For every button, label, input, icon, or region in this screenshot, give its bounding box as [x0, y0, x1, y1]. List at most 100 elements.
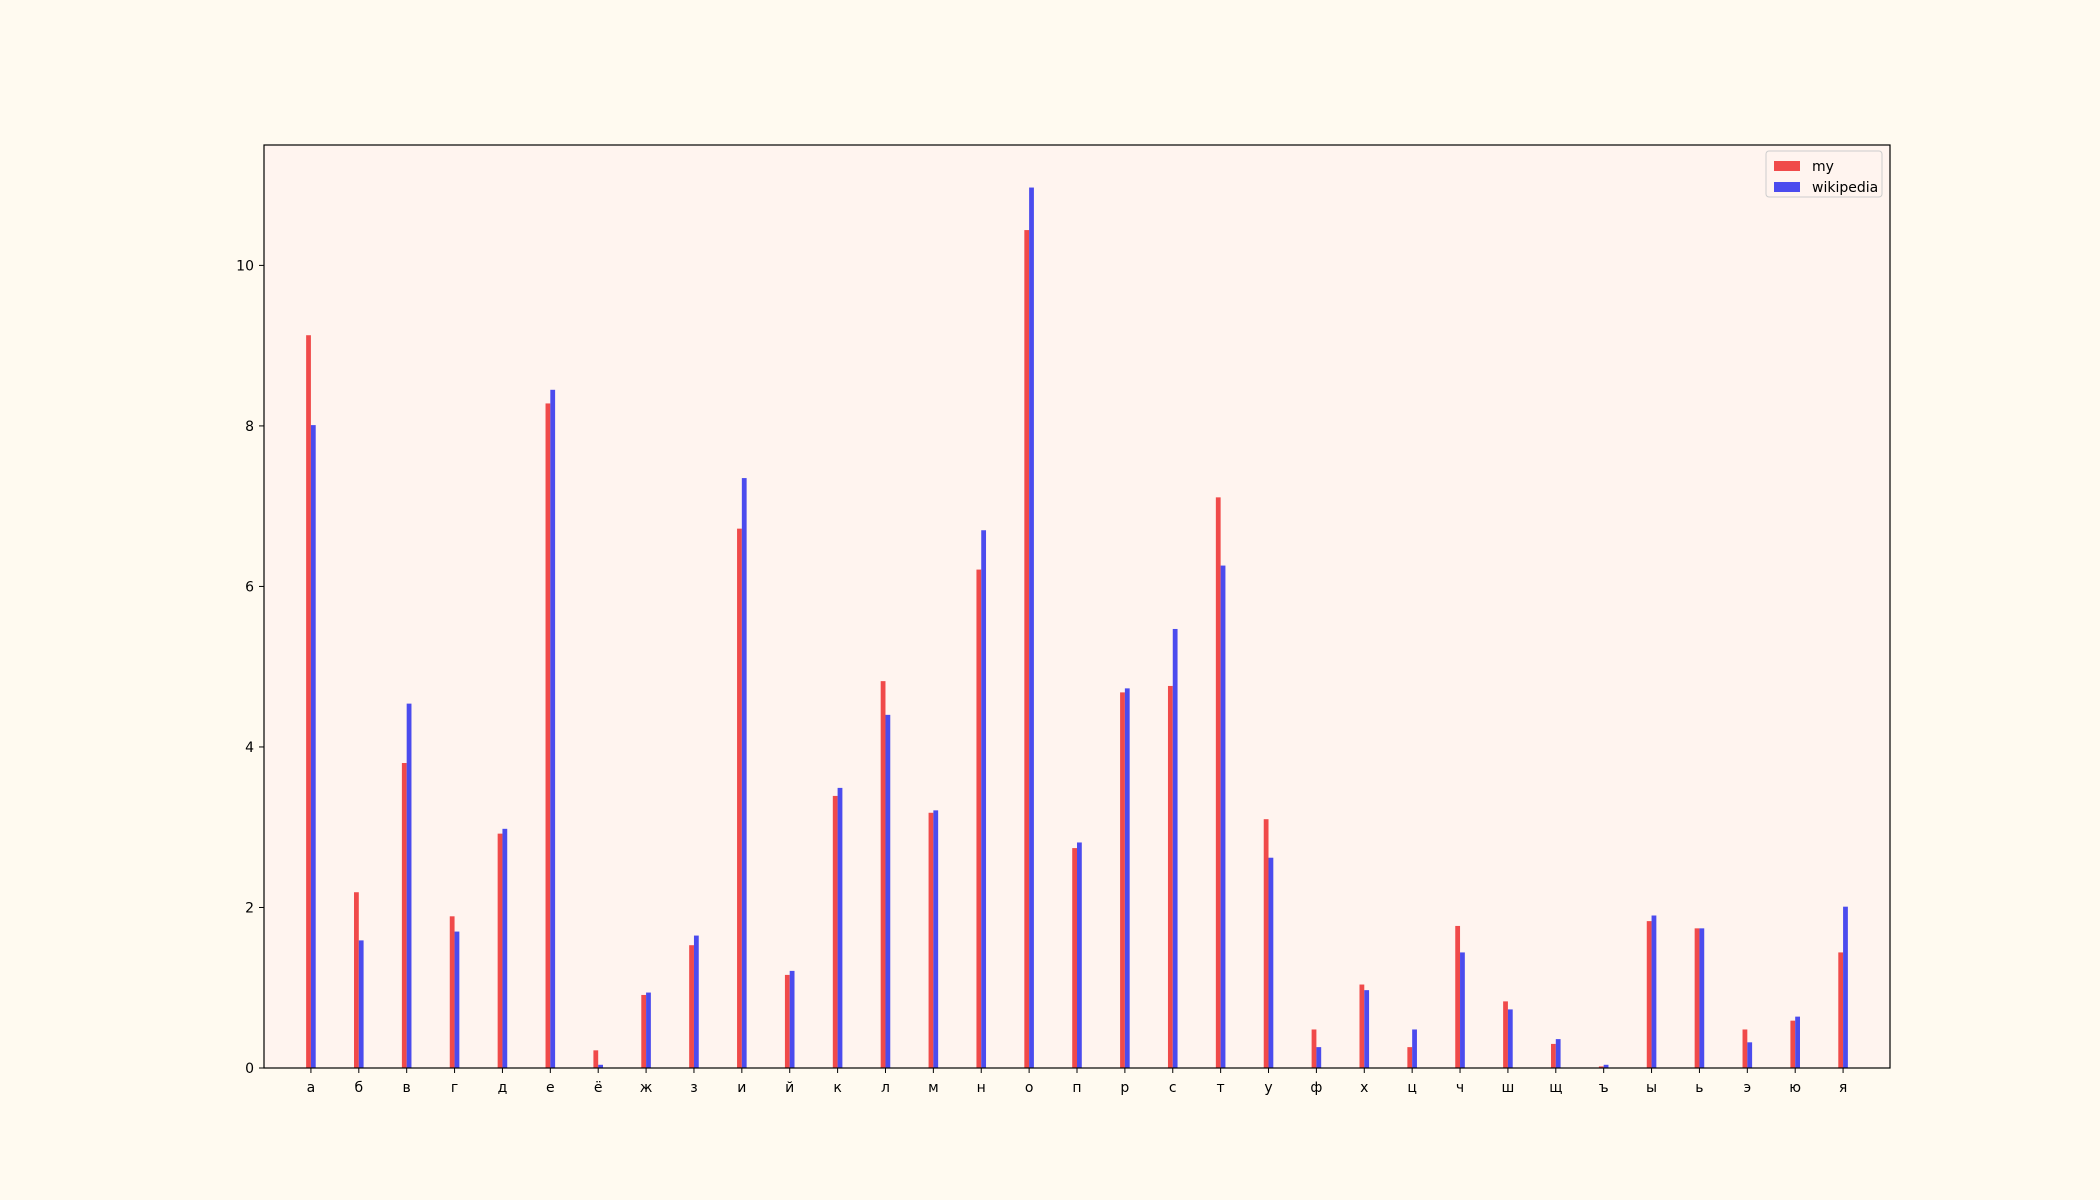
x-tick-label: ф	[1310, 1080, 1322, 1096]
bar-my-щ	[1551, 1043, 1556, 1068]
x-tick-label: о	[1025, 1080, 1034, 1096]
bar-wikipedia-д	[502, 828, 508, 1068]
bars-group	[306, 187, 1848, 1069]
bar-my-з	[689, 945, 694, 1068]
x-tick-label: в	[403, 1080, 411, 1096]
legend-label-my: my	[1812, 159, 1834, 175]
bar-wikipedia-к	[837, 787, 843, 1068]
bar-wikipedia-г	[454, 931, 460, 1068]
x-tick-label: м	[928, 1080, 939, 1096]
x-tick-label: ю	[1789, 1080, 1801, 1096]
bar-my-ё	[593, 1050, 599, 1068]
x-tick-label: д	[498, 1080, 508, 1096]
bar-my-л	[880, 681, 886, 1068]
bar-my-т	[1215, 497, 1221, 1069]
bar-my-м	[928, 812, 934, 1068]
bar-my-н	[976, 569, 982, 1068]
x-tick-label: ё	[594, 1080, 603, 1096]
x-tick-label: р	[1120, 1080, 1129, 1096]
bar-my-д	[497, 833, 503, 1068]
x-tick-label: й	[785, 1080, 794, 1096]
bar-wikipedia-о	[1029, 187, 1034, 1069]
bar-wikipedia-л	[885, 714, 891, 1068]
x-tick-label: с	[1169, 1080, 1177, 1096]
bar-wikipedia-н	[981, 530, 987, 1068]
bar-wikipedia-у	[1268, 857, 1274, 1068]
x-tick-label: п	[1072, 1080, 1081, 1096]
bar-my-ч	[1455, 925, 1461, 1068]
bar-wikipedia-щ	[1555, 1039, 1561, 1068]
bar-my-к	[832, 795, 838, 1068]
bar-my-ш	[1503, 1001, 1508, 1068]
x-tick-label: ы	[1646, 1080, 1657, 1096]
bar-my-р	[1120, 692, 1125, 1068]
bar-my-ь	[1694, 928, 1700, 1068]
y-tick-label: 2	[245, 900, 254, 916]
bar-wikipedia-ж	[646, 992, 651, 1068]
y-tick-label: 4	[245, 740, 254, 756]
plot-frame	[263, 144, 1891, 1069]
x-tick-label: к	[833, 1080, 841, 1096]
bar-my-х	[1359, 984, 1365, 1068]
bar-my-э	[1742, 1029, 1748, 1068]
bar-my-ф	[1311, 1029, 1317, 1068]
bar-my-ы	[1646, 921, 1652, 1068]
bar-my-ю	[1790, 1020, 1796, 1068]
bar-my-г	[449, 916, 455, 1068]
bar-wikipedia-б	[358, 940, 364, 1068]
y-tick-label: 6	[245, 579, 254, 595]
bar-my-я	[1838, 952, 1844, 1068]
bar-wikipedia-й	[789, 970, 795, 1068]
bar-wikipedia-ч	[1460, 952, 1465, 1068]
bar-wikipedia-е	[550, 389, 556, 1068]
x-tick-label: ж	[640, 1080, 653, 1096]
x-tick-label: ш	[1502, 1080, 1515, 1096]
bar-wikipedia-э	[1747, 1042, 1753, 1068]
y-tick-label: 0	[245, 1061, 254, 1077]
x-tick-label: ь	[1695, 1080, 1703, 1096]
x-tick-label: х	[1360, 1080, 1368, 1096]
x-tick-label: г	[451, 1080, 458, 1096]
x-tick-label: ъ	[1599, 1080, 1609, 1096]
bar-my-ж	[641, 994, 647, 1068]
x-tick-label: ц	[1407, 1080, 1417, 1096]
bar-wikipedia-ъ	[1603, 1064, 1609, 1068]
bar-wikipedia-п	[1077, 842, 1082, 1068]
bar-my-ъ	[1598, 1066, 1604, 1068]
x-tick-label: б	[354, 1080, 363, 1096]
bar-wikipedia-х	[1364, 990, 1370, 1068]
x-tick-label: у	[1264, 1080, 1272, 1096]
bar-wikipedia-ы	[1651, 915, 1657, 1068]
bar-wikipedia-ю	[1795, 1016, 1800, 1068]
bar-my-с	[1167, 685, 1173, 1068]
bar-wikipedia-ц	[1412, 1029, 1417, 1068]
bar-my-в	[401, 763, 407, 1068]
x-tick-label: щ	[1549, 1080, 1562, 1096]
x-tick-label: е	[546, 1080, 555, 1096]
bar-my-ц	[1407, 1047, 1413, 1068]
bar-wikipedia-а	[310, 425, 316, 1068]
bar-wikipedia-м	[933, 810, 939, 1068]
bar-wikipedia-ь	[1699, 928, 1705, 1068]
bar-my-а	[306, 335, 311, 1069]
y-axis: 0 2 4 6 8 10	[236, 258, 264, 1077]
bar-wikipedia-и	[741, 478, 747, 1069]
legend: my wikipedia	[1765, 150, 1883, 198]
bar-my-б	[354, 892, 359, 1068]
bar-wikipedia-в	[406, 703, 412, 1068]
bar-my-е	[545, 403, 551, 1068]
bar-my-о	[1024, 230, 1030, 1068]
x-tick-label: ч	[1456, 1080, 1464, 1096]
bar-my-у	[1263, 819, 1269, 1068]
x-tick-label: л	[881, 1080, 890, 1096]
bar-my-й	[784, 974, 790, 1068]
bar-wikipedia-т	[1220, 565, 1226, 1068]
x-tick-label: т	[1217, 1080, 1225, 1096]
bar-wikipedia-ф	[1316, 1047, 1322, 1068]
bar-my-и	[737, 528, 742, 1068]
legend-swatch-wikipedia	[1774, 182, 1800, 192]
bar-wikipedia-ё	[598, 1064, 603, 1068]
x-tick-label: я	[1839, 1080, 1847, 1096]
